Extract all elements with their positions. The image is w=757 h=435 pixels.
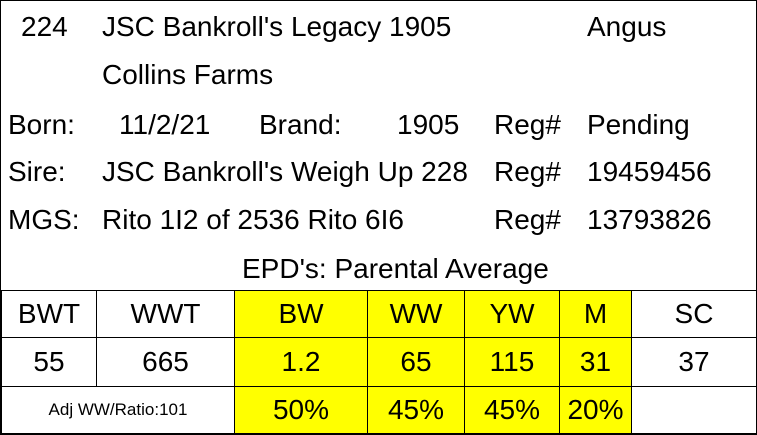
animal-name: JSC Bankroll's Legacy 1905 — [102, 11, 452, 42]
owner-name: Collins Farms — [102, 59, 274, 90]
value-bwt: 55 — [1, 337, 97, 387]
value-ww: 65 — [367, 337, 465, 387]
percent-bw: 50% — [234, 386, 368, 434]
brand-value: 1905 — [397, 109, 460, 140]
sire-name: JSC Bankroll's Weigh Up 228 — [102, 156, 468, 187]
born-value: 11/2/21 — [119, 109, 211, 140]
sire-reg-value: 19459456 — [587, 156, 712, 187]
sire-reg-label: Reg# — [494, 156, 561, 187]
table-header-row: BWT WWT BW WW YW M SC — [1, 290, 757, 338]
header-m: M — [559, 290, 632, 338]
percent-yw: 45% — [464, 386, 560, 434]
header-sc: SC — [631, 290, 757, 338]
epd-table: BWT WWT BW WW YW M SC 55 665 1.2 65 115 … — [1, 290, 757, 434]
header-yw: YW — [464, 290, 560, 338]
born-label: Born: — [8, 109, 75, 140]
value-yw: 115 — [464, 337, 560, 387]
table-percent-row: Adj WW/Ratio:101 50% 45% 45% 20% — [1, 386, 757, 434]
header-ww: WW — [367, 290, 465, 338]
value-wwt: 665 — [96, 337, 235, 387]
breed: Angus — [587, 11, 667, 42]
mgs-label: MGS: — [8, 204, 80, 235]
percent-m: 20% — [559, 386, 632, 434]
header-bwt: BWT — [1, 290, 97, 338]
header-wwt: WWT — [96, 290, 235, 338]
reg-value: Pending — [587, 109, 690, 140]
table-values-row: 55 665 1.2 65 115 31 37 — [1, 337, 757, 387]
adj-ww-ratio: Adj WW/Ratio:101 — [1, 386, 235, 434]
mgs-name: Rito 1I2 of 2536 Rito 6I6 — [102, 204, 404, 235]
mgs-reg-value: 13793826 — [587, 204, 712, 235]
value-sc: 37 — [631, 337, 757, 387]
header-bw: BW — [234, 290, 368, 338]
percent-ww: 45% — [367, 386, 465, 434]
value-bw: 1.2 — [234, 337, 368, 387]
mgs-reg-label: Reg# — [494, 204, 561, 235]
sire-label: Sire: — [8, 156, 66, 187]
percent-sc — [631, 386, 757, 434]
epd-title: EPD's: Parental Average — [242, 253, 549, 284]
reg-label: Reg# — [494, 109, 561, 140]
value-m: 31 — [559, 337, 632, 387]
lot-number: 224 — [21, 11, 68, 42]
brand-label: Brand: — [259, 109, 342, 140]
